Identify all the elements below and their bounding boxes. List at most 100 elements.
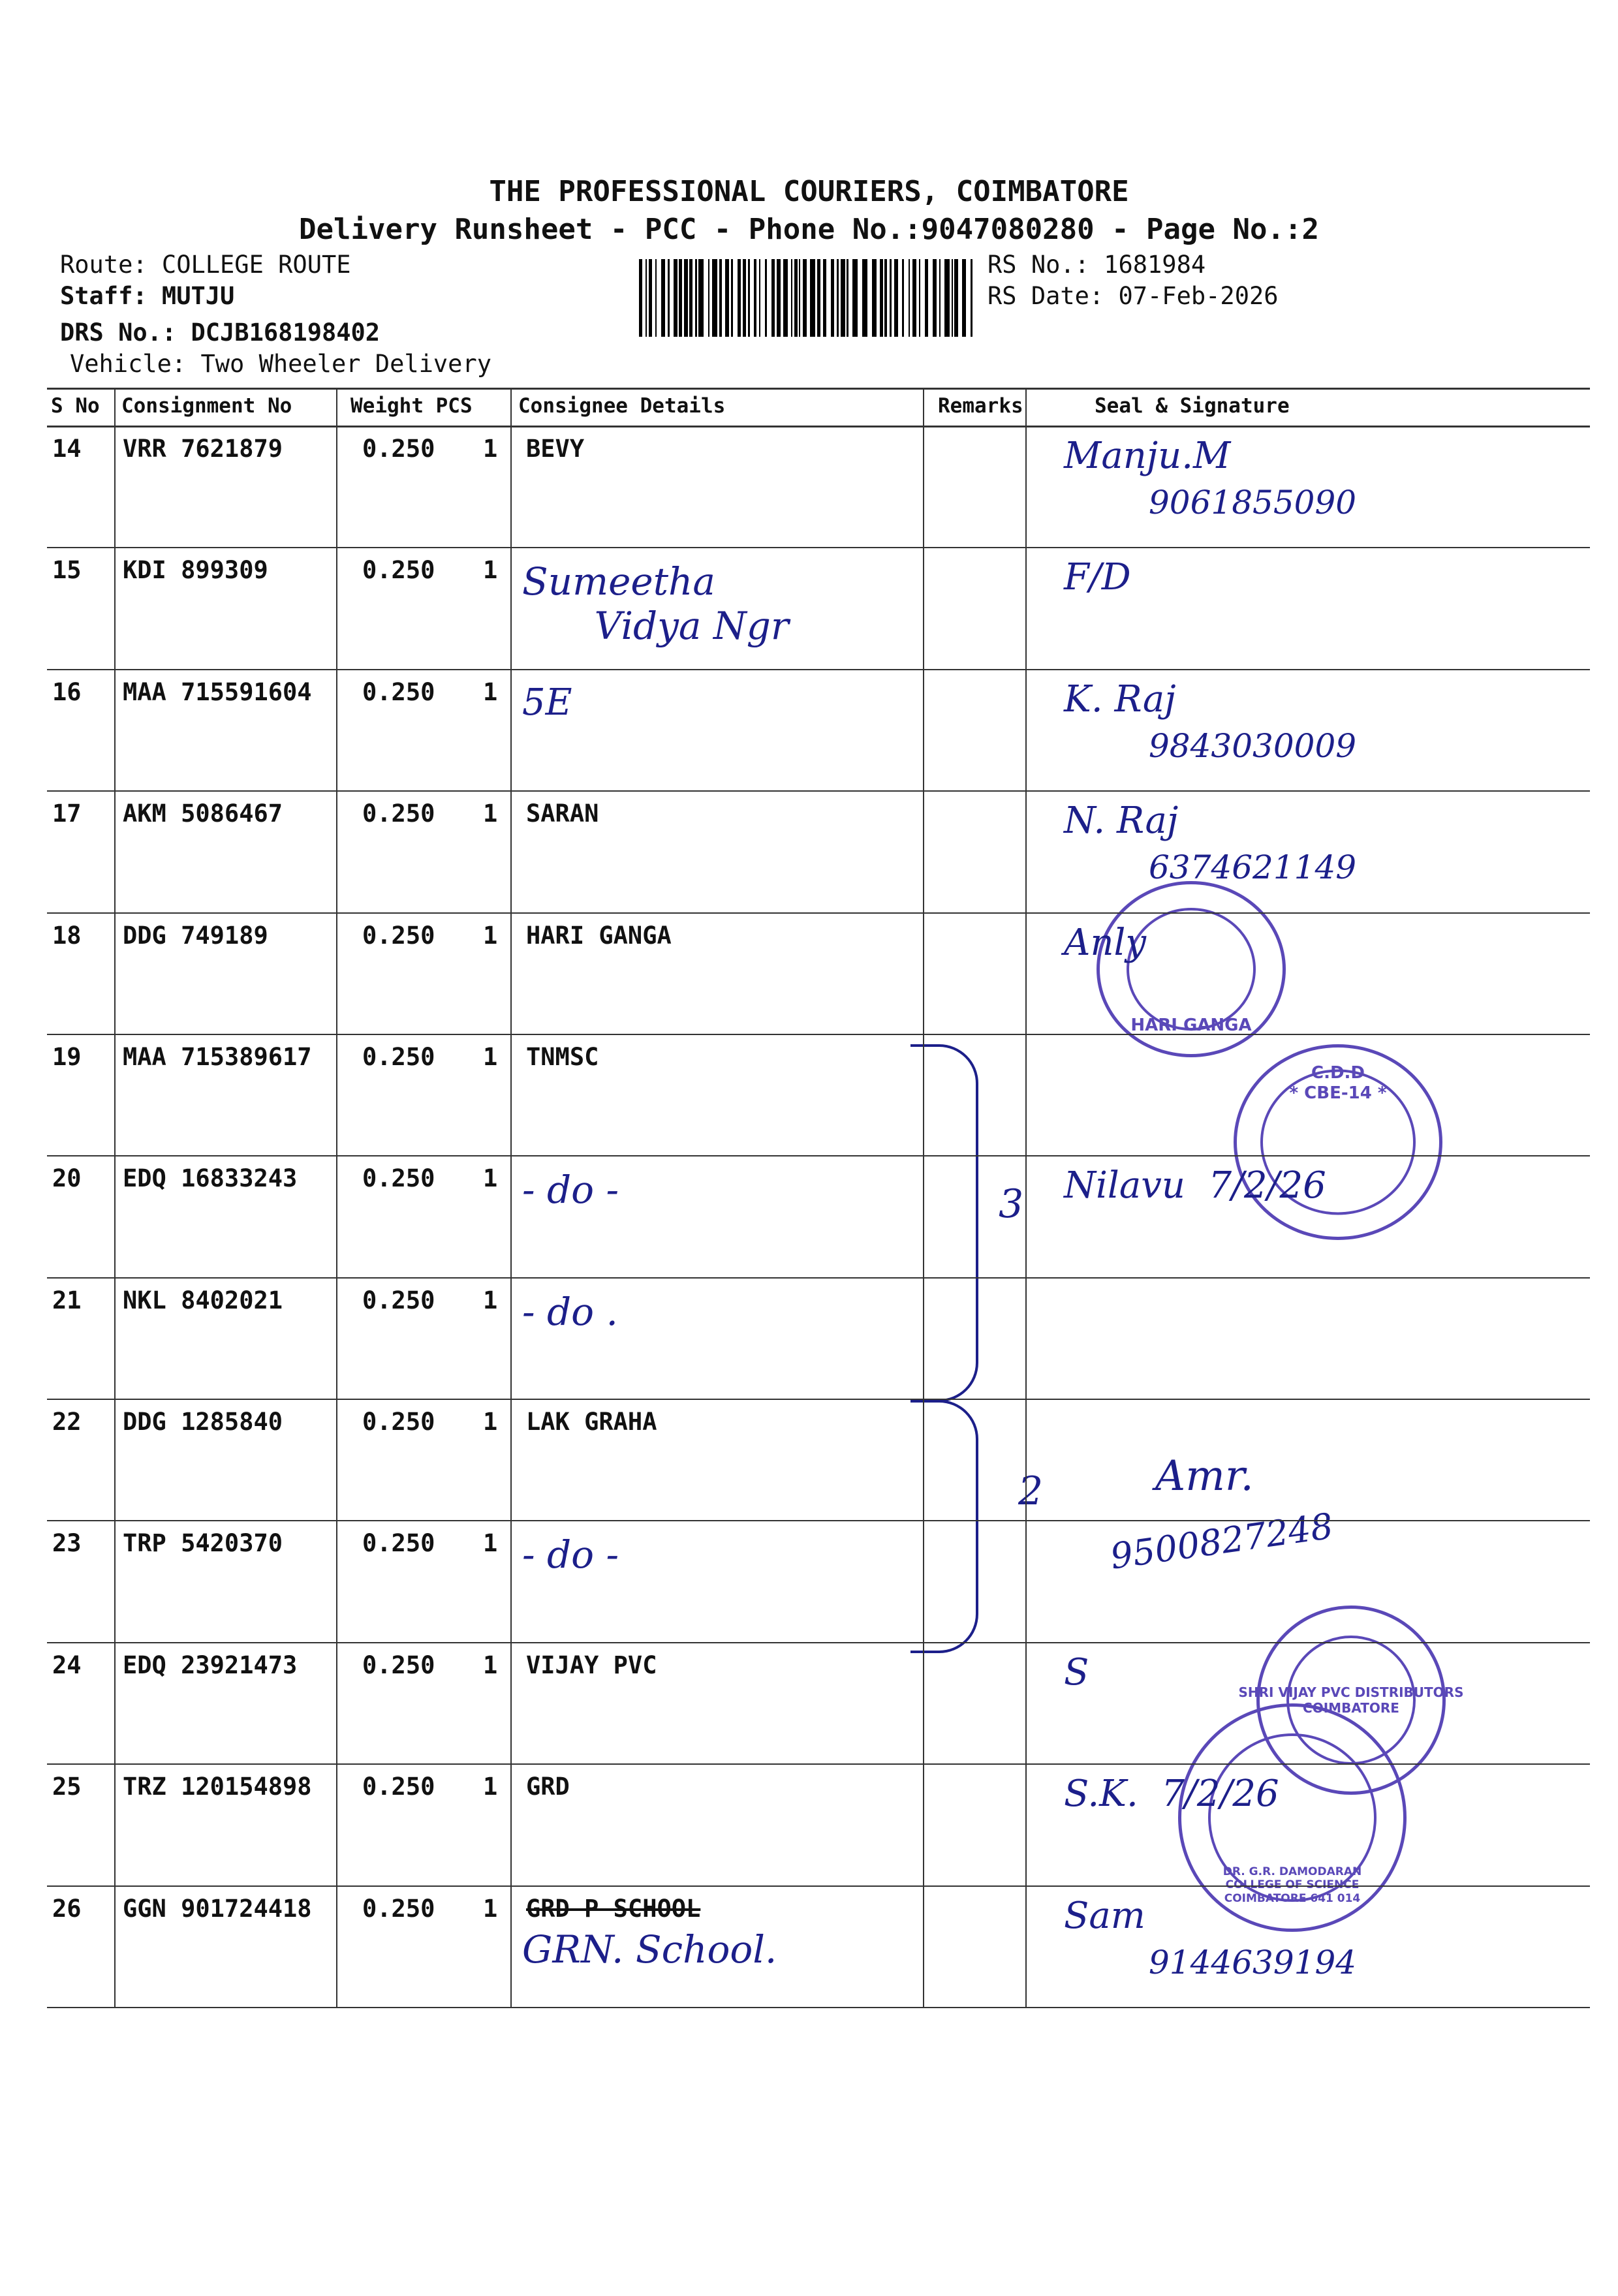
barcode-bar (862, 259, 867, 337)
column-divider (114, 388, 116, 2007)
rs-date: RS Date: 07-Feb-2026 (988, 282, 1279, 310)
weight: 0.250 (362, 1042, 435, 1071)
consignee-handwritten: - do - (522, 1532, 619, 1577)
barcode-bar (748, 259, 750, 337)
barcode-bar (771, 259, 775, 337)
column-divider (1025, 388, 1027, 2007)
barcode-bar (919, 259, 920, 337)
barcode-bar (880, 259, 883, 337)
barcode-bar (909, 259, 910, 337)
phone-22-23: 9500827248 (1108, 1505, 1336, 1577)
barcode-bar (884, 259, 887, 337)
weight: 0.250 (362, 1651, 435, 1679)
group-bracket-19-21 (910, 1044, 978, 1402)
barcode-bar (799, 259, 800, 337)
consignment-number: VRR 7621879 (123, 435, 283, 463)
barcode-bar (679, 259, 682, 337)
signature: Sam (1064, 1894, 1145, 1937)
col-weight-pcs: Weight PCS (350, 394, 473, 418)
barcode-bar (823, 259, 826, 337)
barcode-bar (689, 259, 692, 337)
drs-number: DRS No.: DCJB168198402 (60, 318, 381, 347)
table-rule (47, 426, 1590, 427)
pieces: 1 (483, 1042, 498, 1071)
pieces: 1 (483, 1773, 498, 1801)
consignment-number: KDI 899309 (123, 556, 268, 585)
group-bracket-22-23 (910, 1400, 978, 1653)
barcode-bar (952, 259, 953, 337)
consignment-number: TRZ 120154898 (123, 1773, 312, 1801)
bracket-count-2: 2 (1018, 1468, 1044, 1514)
consignment-number: NKL 8402021 (123, 1286, 283, 1314)
consignee-name: HARI GANGA (526, 921, 672, 950)
consignee-name: VIJAY PVC (526, 1651, 657, 1679)
bracket-count-3: 3 (999, 1181, 1024, 1227)
signature: N. Raj (1064, 799, 1179, 843)
barcode-bar (847, 259, 848, 337)
weight: 0.250 (362, 1408, 435, 1436)
row-sno: 23 (52, 1529, 82, 1558)
barcode-bar (743, 259, 746, 337)
weight: 0.250 (362, 1286, 435, 1314)
row-divider (47, 1399, 1590, 1401)
weight: 0.250 (362, 1164, 435, 1193)
consignment-number: GGN 901724418 (123, 1894, 312, 1923)
consignee-name: BEVY (526, 435, 585, 463)
consignment-number: AKM 5086467 (123, 799, 283, 828)
weight: 0.250 (362, 435, 435, 463)
pieces: 1 (483, 799, 498, 828)
barcode-bar (954, 259, 958, 337)
consignment-number: EDQ 23921473 (123, 1651, 298, 1679)
barcode-bar (765, 259, 767, 337)
signature: Nilavu 7/2/26 (1064, 1164, 1326, 1207)
weight: 0.250 (362, 921, 435, 950)
consignment-number: DDG 749189 (123, 921, 268, 950)
barcode-bar (661, 259, 665, 337)
signature-22-23: Amr. (1155, 1452, 1254, 1500)
route-label: Route: COLLEGE ROUTE (60, 251, 351, 279)
weight: 0.250 (362, 556, 435, 585)
col-seal-signature: Seal & Signature (1095, 394, 1290, 418)
consignment-number: TRP 5420370 (123, 1529, 283, 1558)
barcode-bar (668, 259, 670, 337)
barcode-bar (731, 259, 733, 337)
row-sno: 18 (52, 921, 82, 950)
consignment-number: MAA 715591604 (123, 677, 312, 706)
barcode-bar (759, 259, 760, 337)
pieces: 1 (483, 1894, 498, 1923)
row-sno: 21 (52, 1286, 82, 1314)
barcode-bar (674, 259, 677, 337)
barcode-bar (912, 259, 916, 337)
barcode-bar (944, 259, 950, 337)
weight: 0.250 (362, 1529, 435, 1558)
row-sno: 16 (52, 677, 82, 706)
column-divider (923, 388, 924, 2007)
col-consignee: Consignee Details (518, 394, 726, 418)
row-divider (47, 1033, 1590, 1035)
barcode-bar (754, 259, 756, 337)
signature-phone: 6374621149 (1149, 848, 1357, 887)
pieces: 1 (483, 1408, 498, 1436)
stamp-cdd: C.D.D * CBE-14 * (1234, 1044, 1442, 1240)
barcode-bar (725, 259, 729, 337)
pieces: 1 (483, 435, 498, 463)
row-sno: 15 (52, 556, 82, 585)
weight: 0.250 (362, 1773, 435, 1801)
barcode-bar (852, 259, 858, 337)
consignment-number: EDQ 16833243 (123, 1164, 298, 1193)
pieces: 1 (483, 921, 498, 950)
barcode-bar (902, 259, 904, 337)
col-sno: S No (51, 394, 100, 418)
signature: K. Raj (1064, 677, 1176, 721)
signature-phone: 9061855090 (1149, 484, 1357, 521)
row-sno: 19 (52, 1042, 82, 1071)
stamp-grd-college: DR. G.R. DAMODARAN COLLEGE OF SCIENCE CO… (1178, 1703, 1407, 1932)
consignment-number: DDG 1285840 (123, 1408, 283, 1436)
pieces: 1 (483, 1164, 498, 1193)
consignee-name: LAK GRAHA (526, 1408, 657, 1436)
barcode-bar (971, 259, 972, 337)
row-divider (47, 790, 1590, 792)
barcode-bar (695, 259, 697, 337)
pieces: 1 (483, 1286, 498, 1314)
signature: Manju.M (1064, 435, 1231, 477)
